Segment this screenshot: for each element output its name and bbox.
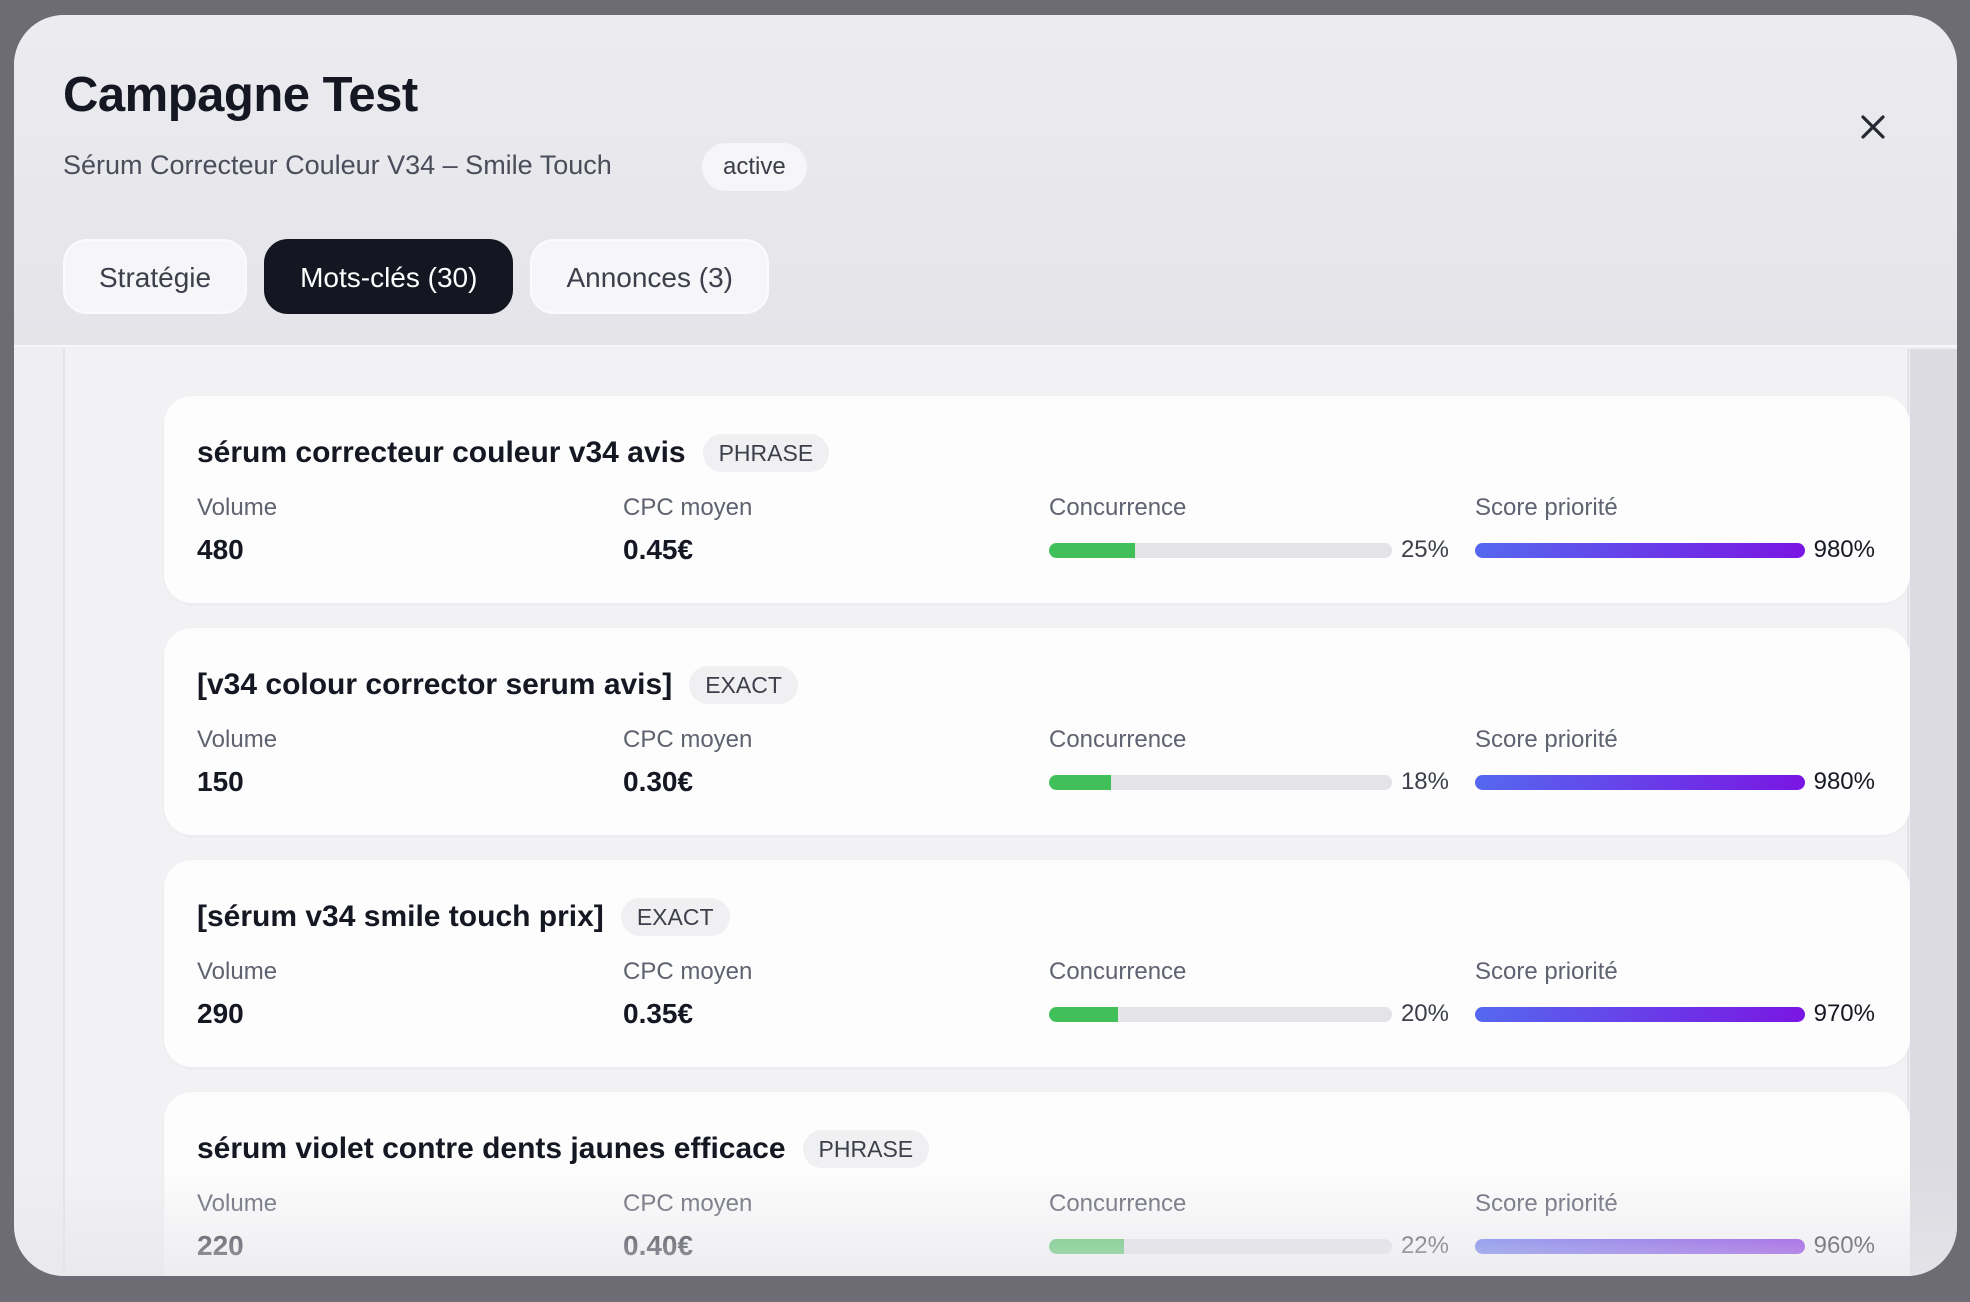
score-metric: Score priorité 980% xyxy=(1475,494,1875,564)
competition-bar-fill xyxy=(1049,542,1135,558)
competition-bar-fill xyxy=(1049,774,1111,790)
score-value: 980% xyxy=(1813,768,1875,795)
score-bar xyxy=(1475,1006,1805,1022)
volume-metric: Volume 290 xyxy=(197,958,277,1030)
competition-label: Concurrence xyxy=(1049,958,1187,985)
competition-bar xyxy=(1049,542,1392,558)
keyword-text: sérum violet contre dents jaunes efficac… xyxy=(197,1132,786,1165)
close-button[interactable] xyxy=(1849,103,1897,151)
keyword-text: [v34 colour corrector serum avis] xyxy=(197,668,673,701)
score-metric: Score priorité 980% xyxy=(1475,726,1875,796)
competition-label: Concurrence xyxy=(1049,726,1187,753)
scrollbar[interactable] xyxy=(1910,349,1957,1276)
keyword-header: sérum violet contre dents jaunes efficac… xyxy=(197,1130,930,1168)
score-bar xyxy=(1475,542,1805,558)
keyword-list: sérum correcteur couleur v34 avis PHRASE… xyxy=(63,349,1910,1276)
cpc-metric: CPC moyen 0.45€ xyxy=(623,494,752,566)
keyword-card: [v34 colour corrector serum avis] EXACT … xyxy=(164,628,1910,835)
keyword-text: [sérum v34 smile touch prix] xyxy=(197,900,604,933)
score-label: Score priorité xyxy=(1475,958,1618,985)
score-bar xyxy=(1475,774,1805,790)
keyword-card: sérum correcteur couleur v34 avis PHRASE… xyxy=(164,396,1910,603)
match-type-badge: EXACT xyxy=(689,666,798,704)
volume-metric: Volume 150 xyxy=(197,726,277,798)
competition-value: 18% xyxy=(1400,768,1449,795)
volume-label: Volume xyxy=(197,494,278,521)
competition-metric: Concurrence 25% xyxy=(1049,494,1449,564)
keyword-text: sérum correcteur couleur v34 avis xyxy=(197,436,686,469)
volume-label: Volume xyxy=(197,726,278,753)
tab-annonces[interactable]: Annonces (3) xyxy=(530,239,769,314)
cpc-label: CPC moyen xyxy=(623,726,753,753)
tab-mots-cles[interactable]: Mots-clés (30) xyxy=(264,239,514,314)
cpc-value: 0.35€ xyxy=(623,998,694,1029)
cpc-value: 0.30€ xyxy=(623,766,694,797)
cpc-label: CPC moyen xyxy=(623,958,753,985)
volume-metric: Volume 480 xyxy=(197,494,277,566)
competition-metric: Concurrence 20% xyxy=(1049,958,1449,1028)
modal-header: Campagne Test Sérum Correcteur Couleur V… xyxy=(14,15,1957,347)
bottom-fade xyxy=(14,1166,1957,1276)
keyword-header: sérum correcteur couleur v34 avis PHRASE xyxy=(197,434,830,472)
competition-label: Concurrence xyxy=(1049,494,1187,521)
campaign-modal: Campagne Test Sérum Correcteur Couleur V… xyxy=(14,15,1957,1276)
competition-bar xyxy=(1049,1006,1392,1022)
score-label: Score priorité xyxy=(1475,494,1618,521)
match-type-badge: PHRASE xyxy=(702,434,830,472)
cpc-metric: CPC moyen 0.35€ xyxy=(623,958,752,1030)
competition-value: 25% xyxy=(1400,536,1449,563)
cpc-label: CPC moyen xyxy=(623,494,753,521)
keyword-header: [sérum v34 smile touch prix] EXACT xyxy=(197,898,730,936)
tab-strategie[interactable]: Stratégie xyxy=(63,239,248,314)
cpc-value: 0.45€ xyxy=(623,534,694,565)
competition-bar xyxy=(1049,774,1392,790)
score-value: 970% xyxy=(1813,1000,1875,1027)
page-title: Campagne Test xyxy=(63,68,418,122)
volume-value: 480 xyxy=(197,534,244,565)
score-metric: Score priorité 970% xyxy=(1475,958,1875,1028)
volume-value: 290 xyxy=(197,998,244,1029)
score-value: 980% xyxy=(1813,536,1875,563)
keyword-header: [v34 colour corrector serum avis] EXACT xyxy=(197,666,798,704)
tab-bar: Stratégie Mots-clés (30) Annonces (3) xyxy=(63,239,769,314)
status-badge: active xyxy=(702,143,807,191)
match-type-badge: EXACT xyxy=(620,898,730,936)
volume-label: Volume xyxy=(197,958,278,985)
product-subtitle: Sérum Correcteur Couleur V34 – Smile Tou… xyxy=(63,150,612,180)
cpc-metric: CPC moyen 0.30€ xyxy=(623,726,752,798)
match-type-badge: PHRASE xyxy=(802,1130,930,1168)
keyword-card: [sérum v34 smile touch prix] EXACT Volum… xyxy=(164,860,1910,1067)
competition-metric: Concurrence 18% xyxy=(1049,726,1449,796)
competition-bar-fill xyxy=(1049,1006,1118,1022)
volume-value: 150 xyxy=(197,766,244,797)
score-label: Score priorité xyxy=(1475,726,1618,753)
competition-value: 20% xyxy=(1400,1000,1449,1027)
close-icon xyxy=(1861,115,1885,139)
